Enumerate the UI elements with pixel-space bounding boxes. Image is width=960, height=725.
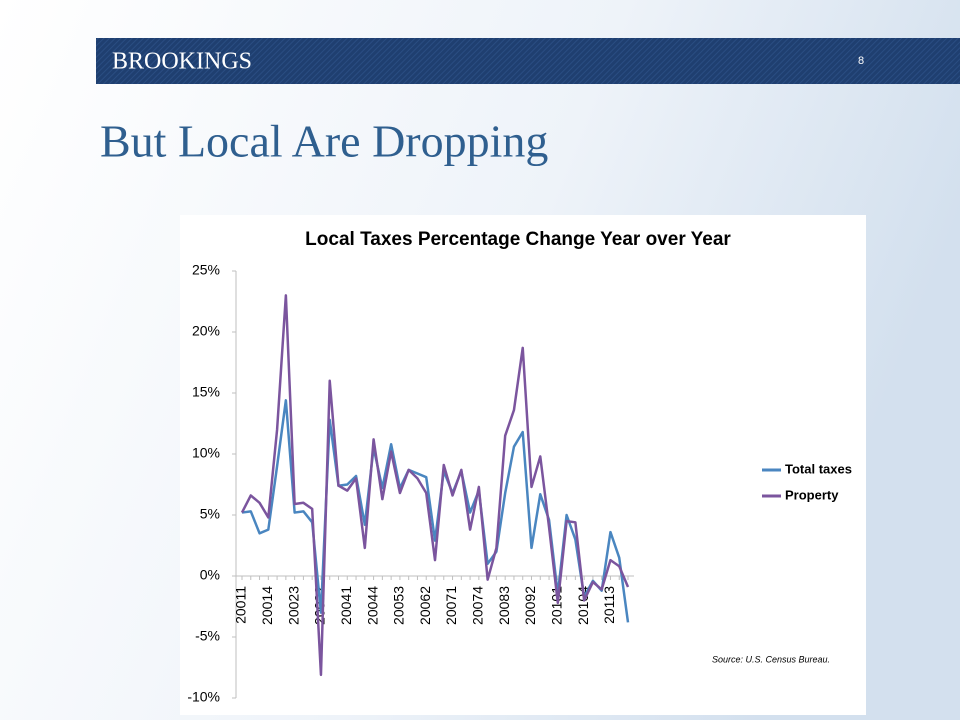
y-tick-label: -10% [187,689,220,705]
x-tick-label: 20044 [364,586,380,625]
y-tick-label: 20% [192,323,220,339]
x-tick-label: 20071 [443,586,459,625]
brand: BROOKINGS [112,49,252,75]
x-tick-label: 20074 [470,586,486,625]
y-tick-label: -5% [195,628,220,644]
y-tick-label: 25% [192,262,220,278]
x-tick-label: 20062 [417,586,433,625]
x-tick-label: 20041 [338,586,354,625]
y-tick-label: 0% [200,567,220,583]
slide-title: But Local Are Dropping [100,116,548,167]
x-tick-label: 20011 [233,586,249,624]
legend-label: Property [785,487,839,502]
series-line [240,294,630,677]
header-band [96,38,960,84]
x-tick-label: 20014 [259,586,275,625]
page-number: 8 [858,55,864,67]
y-tick-label: 5% [200,506,220,522]
x-tick-label: 20092 [522,586,538,625]
legend-label: Total taxes [785,461,852,476]
chart-title: Local Taxes Percentage Change Year over … [305,229,731,250]
chart-area [180,215,866,715]
x-tick-label: 20083 [496,586,512,625]
y-tick-label: 10% [192,445,220,461]
x-tick-label: 20113 [601,586,617,624]
x-tick-label: 20101 [549,586,565,625]
x-tick-label: 20023 [285,586,301,625]
x-tick-label: 20053 [391,586,407,625]
y-tick-label: 15% [192,384,220,400]
source: Source: U.S. Census Bureau. [712,654,830,664]
